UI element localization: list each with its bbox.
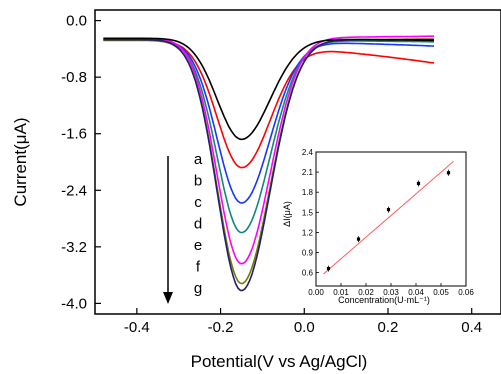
- main-y-tick-label: -4.0: [61, 295, 87, 312]
- inset-x-tick-label: 0.00: [308, 288, 324, 297]
- inset-y-tick-label: 1.2: [302, 228, 314, 237]
- inset-plot-frame: [315, 151, 467, 287]
- main-x-tick-label: -0.2: [208, 319, 234, 336]
- inset-x-tick-label: 0.04: [408, 288, 424, 297]
- inset-data-point: [416, 181, 421, 186]
- inset-x-tick-label: 0.05: [433, 288, 449, 297]
- inset-y-tick-label: 1.5: [302, 208, 314, 217]
- inset-x-tick-label: 0.02: [358, 288, 374, 297]
- series-curve-a: [103, 37, 434, 141]
- inset-data-point: [356, 237, 361, 241]
- series-letter-b: b: [194, 173, 202, 190]
- main-plot-frame: [94, 9, 501, 315]
- inset-fit-line: [323, 161, 454, 275]
- main-chart: -0.4 -0.2 0.0 0.2 0.4 0.0 -0.8 -1.6 -2.4 -3.2 -4.0…: [11, 9, 501, 371]
- inset-y-tick-label: 0.9: [302, 249, 314, 258]
- main-axis-ticks: -0.4 -0.2 0.0 0.2 0.4 0.0 -0.8 -1.6 -2.4 -3.2 -4.0: [61, 13, 482, 336]
- main-series-group: [103, 35, 435, 292]
- inset-x-tick-label: 0.03: [383, 288, 399, 297]
- series-letter-f: f: [196, 259, 201, 276]
- main-y-tick-label: -1.6: [61, 126, 87, 143]
- main-y-tick-label: 0.0: [66, 13, 87, 30]
- inset-data-point: [326, 266, 331, 271]
- series-letter-d: d: [194, 216, 202, 233]
- inset-y-tick-label: 2.1: [302, 168, 314, 177]
- series-letter-a: a: [194, 151, 203, 168]
- main-x-tick-label: 0.2: [378, 319, 399, 336]
- main-y-axis-label: Current(μA): [11, 117, 30, 206]
- inset-fit-line-group: [323, 161, 454, 275]
- inset-y-tick-label: 0.6: [302, 269, 314, 278]
- main-x-tick-label: 0.4: [461, 319, 482, 336]
- main-y-tick-label: -3.2: [61, 239, 87, 256]
- main-x-axis-label: Potential(V vs Ag/AgCl): [191, 352, 368, 371]
- inset-y-tick-label: 2.4: [302, 148, 314, 157]
- series-letter-g: g: [194, 280, 202, 297]
- main-y-tick-label: -0.8: [61, 69, 87, 86]
- inset-x-axis-label: Concentration(U·mL⁻¹): [338, 295, 430, 305]
- inset-y-axis-label: ΔI(μA): [282, 201, 292, 227]
- main-x-tick-label: -0.4: [124, 319, 150, 336]
- series-letter-c: c: [194, 194, 202, 211]
- main-y-tick-label: -2.4: [61, 182, 87, 199]
- main-x-tick-label: 0.0: [294, 319, 315, 336]
- inset-data-point: [386, 208, 391, 212]
- inset-points-group: [326, 169, 451, 272]
- inset-axis-ticks: 0.00 0.01 0.02 0.03 0.04 0.05 0.06 0.6 0.9 1.2 1.5…: [302, 148, 474, 297]
- series-letter-e: e: [194, 237, 202, 254]
- inset-x-tick-label: 0.06: [458, 288, 474, 297]
- increasing-arrow-head: [163, 292, 173, 304]
- inset-chart: 0.00 0.01 0.02 0.03 0.04 0.05 0.06 0.6 0.9 1.2 1.5…: [282, 148, 474, 305]
- inset-data-point: [446, 171, 451, 175]
- inset-y-tick-label: 1.8: [302, 188, 314, 197]
- inset-x-tick-label: 0.01: [333, 288, 349, 297]
